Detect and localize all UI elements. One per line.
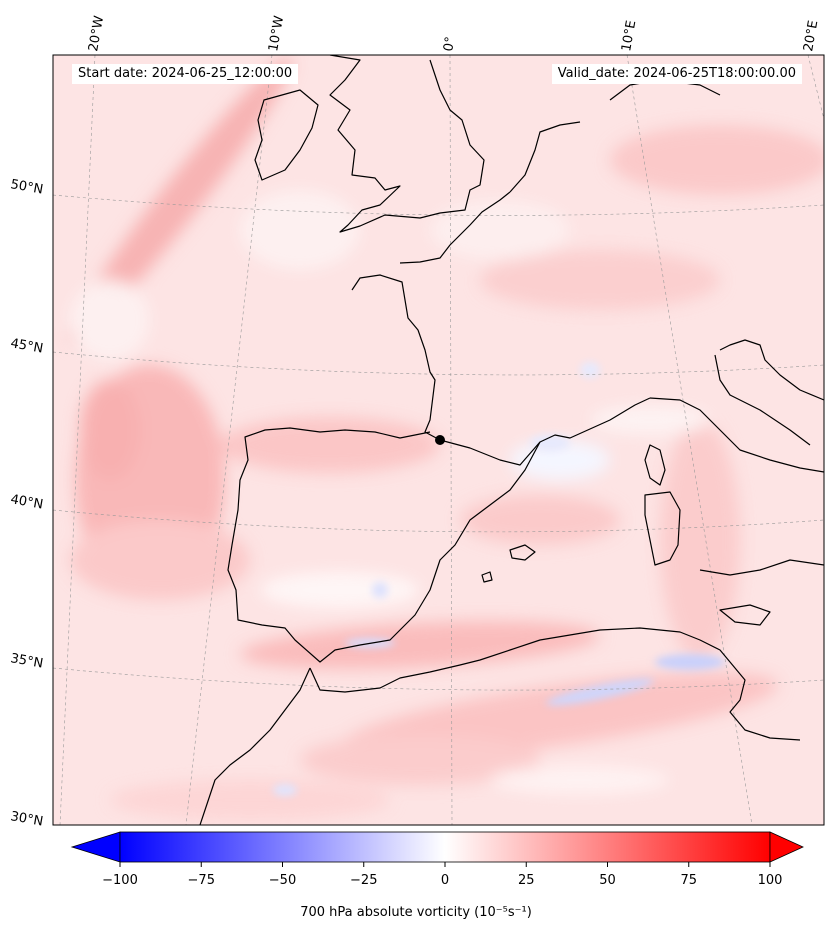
lat-label-45n: 45°N	[9, 336, 44, 356]
colorbar-tick-label: −100	[102, 873, 138, 888]
colorbar-body	[119, 831, 771, 863]
coastline-balearic-ibiza	[481, 571, 493, 583]
colorbar-tick-label: 50	[599, 873, 616, 888]
lon-label-20e: 20°E	[801, 19, 821, 52]
coastline-low-countries	[509, 121, 581, 193]
lat-label-35n: 35°N	[9, 651, 44, 671]
coastline-adriatic	[714, 354, 811, 446]
coastline-italy-boot	[719, 339, 824, 401]
colorbar-ticks: −100 −75 −50 −25 0 25 50 75 100	[102, 862, 782, 888]
start-date-label: Start date: 2024-06-25_12:00:00	[72, 64, 299, 84]
point-marker	[435, 435, 445, 445]
longitude-labels: 20°W 10°W 0° 10°E 20°E	[86, 15, 821, 53]
coastline-sardinia	[644, 491, 681, 566]
colorbar: −100 −75 −50 −25 0 25 50 75 100	[70, 831, 804, 888]
parallel-35n	[53, 667, 824, 691]
lon-label-0: 0°	[441, 36, 458, 53]
colorbar-title: 700 hPa absolute vorticity (10⁻⁵s⁻¹)	[300, 905, 532, 920]
graticule	[53, 55, 824, 825]
parallel-50n	[53, 194, 824, 216]
coastline-corsica	[644, 444, 666, 486]
lat-label-40n: 40°N	[9, 492, 44, 512]
meridian-20w	[59, 55, 96, 825]
coastline-great-britain	[329, 55, 485, 233]
colorbar-extend-max	[769, 831, 804, 863]
vorticity-field	[68, 57, 824, 820]
map-frame	[52, 54, 825, 826]
meridian-0	[449, 55, 453, 825]
coastline-north-africa	[309, 627, 801, 741]
colorbar-tick-label: 0	[441, 873, 449, 888]
coastline-sicily	[719, 604, 771, 626]
coastlines	[199, 55, 824, 825]
colorbar-tick-label: −75	[188, 873, 215, 888]
coastline-italy-south	[699, 559, 824, 576]
lon-label-10e: 10°E	[619, 19, 639, 52]
meridian-10e	[626, 55, 753, 825]
colorbar-tick-label: 75	[680, 873, 697, 888]
colorbar-tick-label: 25	[518, 873, 535, 888]
lon-label-10w: 10°W	[266, 15, 287, 53]
latitude-labels: 50°N 45°N 40°N 35°N 30°N	[9, 177, 44, 829]
coastline-france-channel	[399, 191, 511, 264]
parallel-40n	[53, 509, 824, 533]
lon-label-20w: 20°W	[86, 15, 107, 53]
coastline-ireland	[254, 89, 319, 181]
colorbar-tick-label: −25	[350, 873, 377, 888]
parallel-45n	[53, 351, 824, 376]
coastline-iberia	[227, 427, 541, 663]
lat-label-50n: 50°N	[9, 177, 44, 197]
valid-date-label: Valid_date: 2024-06-25T18:00:00.00	[551, 64, 802, 84]
colorbar-extend-min	[70, 831, 121, 863]
colorbar-tick-label: 100	[758, 873, 783, 888]
coastline-italy	[649, 397, 824, 473]
coastline-balearic-mallorca	[509, 544, 536, 561]
lat-label-30n: 30°N	[9, 809, 44, 829]
colorbar-tick-label: −50	[269, 873, 296, 888]
coastline-france	[351, 274, 651, 466]
map-panel	[53, 55, 824, 825]
coastline-atlantic-morocco	[199, 667, 311, 825]
